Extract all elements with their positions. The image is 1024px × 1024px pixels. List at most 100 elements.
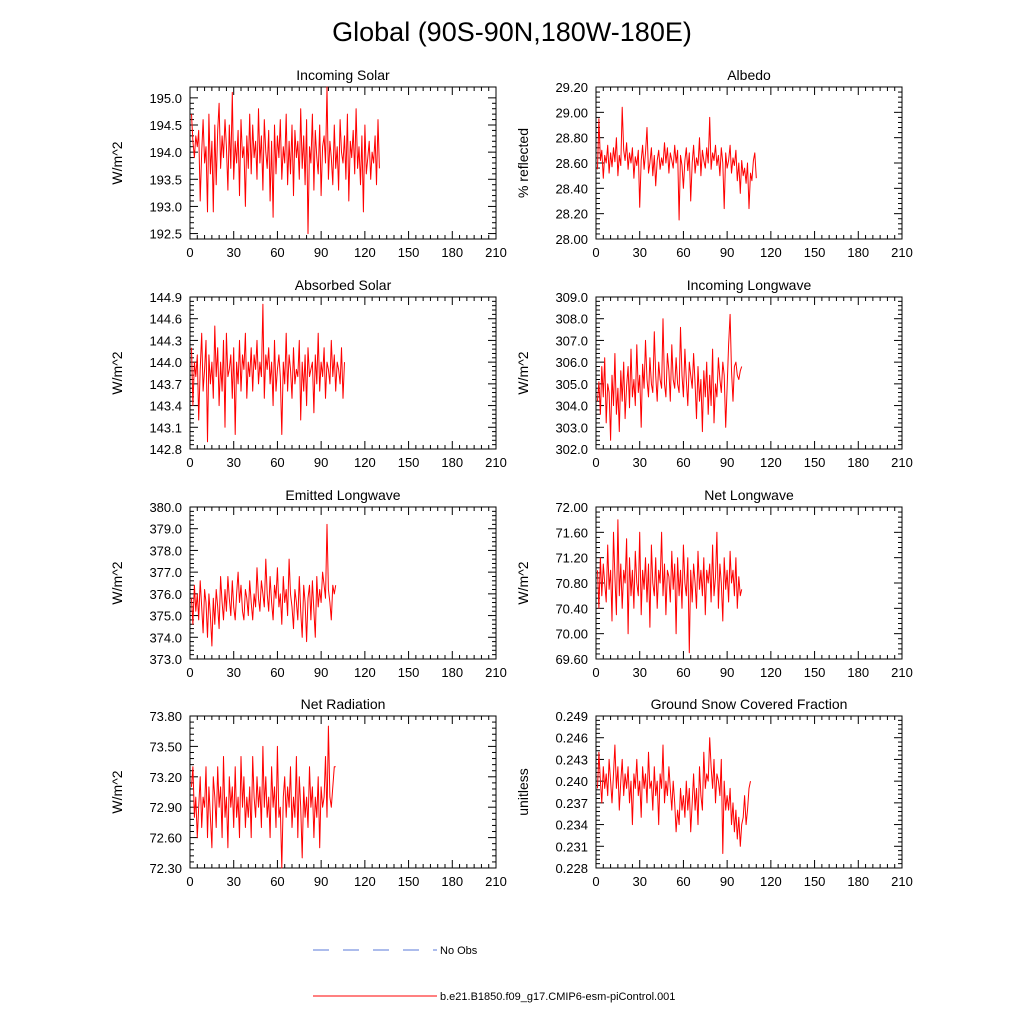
x-tick-label: 120: [354, 455, 376, 470]
x-tick-label: 0: [592, 245, 599, 260]
y-tick-label: 0.240: [555, 774, 588, 789]
panel-albedo: 0 30 60 90 120 150 180 210 28.00 28.20 28.40 28.60 2…: [515, 67, 913, 260]
x-tick-label: 90: [314, 874, 328, 889]
x-tick-label: 180: [441, 245, 463, 260]
x-tick-label: 210: [891, 245, 913, 260]
y-tick-label: 72.60: [149, 831, 182, 846]
y-tick-label: 70.80: [555, 576, 588, 591]
legend-model-label: b.e21.B1850.f09_g17.CMIP6-esm-piControl.…: [440, 991, 675, 1003]
y-tick-label: 143.7: [149, 377, 182, 392]
y-tick-label: 380.0: [149, 500, 182, 515]
series-line: [597, 737, 751, 854]
y-tick-label: 195.0: [149, 91, 182, 106]
x-tick-label: 30: [632, 665, 646, 680]
x-tick-label: 60: [270, 455, 284, 470]
x-tick-label: 150: [804, 665, 826, 680]
y-tick-label: 309.0: [555, 290, 588, 305]
panel-absorbed-solar: 0 30 60 90 120 150 180 210 142.8 143.1 143.4 143.7 1…: [109, 277, 507, 470]
legend-obs-label: No Obs: [440, 945, 478, 957]
panel-title: Ground Snow Covered Fraction: [651, 696, 848, 712]
x-tick-label: 120: [760, 245, 782, 260]
x-tick-label: 210: [891, 665, 913, 680]
y-tick-label: 0.234: [555, 818, 588, 833]
x-tick-label: 120: [354, 665, 376, 680]
y-axis-label: W/m^2: [109, 351, 125, 394]
x-tick-label: 30: [226, 665, 240, 680]
y-tick-label: 375.0: [149, 609, 182, 624]
y-tick-label: 194.0: [149, 145, 182, 160]
panel-title: Net Longwave: [704, 487, 794, 503]
x-tick-label: 30: [632, 245, 646, 260]
x-tick-label: 120: [760, 874, 782, 889]
y-axis-label: W/m^2: [515, 351, 531, 394]
x-tick-label: 60: [676, 455, 690, 470]
y-axis-label: W/m^2: [109, 561, 125, 604]
y-tick-label: 306.0: [555, 355, 588, 370]
panel-title: Absorbed Solar: [295, 277, 392, 293]
series-line: [191, 523, 337, 647]
x-tick-label: 30: [632, 455, 646, 470]
x-tick-label: 150: [398, 665, 420, 680]
x-tick-label: 60: [676, 665, 690, 680]
panels: 0 30 60 90 120 150 180 210 192.5 193.0 193.5 194.0 1…: [109, 67, 913, 889]
y-tick-label: 29.00: [555, 105, 588, 120]
x-tick-label: 90: [720, 665, 734, 680]
panel-incoming-longwave: 0 30 60 90 120 150 180 210 302.0 303.0 304.0 305.0 3…: [515, 277, 913, 470]
y-tick-label: 72.90: [149, 800, 182, 815]
y-tick-label: 193.0: [149, 199, 182, 214]
series-line: [191, 86, 380, 235]
y-tick-label: 0.231: [555, 839, 588, 854]
x-tick-label: 150: [398, 874, 420, 889]
x-tick-label: 0: [592, 455, 599, 470]
y-tick-label: 193.5: [149, 172, 182, 187]
x-tick-label: 180: [847, 665, 869, 680]
panel-emitted-longwave: 0 30 60 90 120 150 180 210 373.0 374.0 375.0 376.0 3…: [109, 487, 507, 680]
x-tick-label: 60: [270, 665, 284, 680]
y-tick-label: 28.20: [555, 207, 588, 222]
y-tick-label: 308.0: [555, 312, 588, 327]
y-tick-label: 73.20: [149, 770, 182, 785]
x-tick-label: 30: [632, 874, 646, 889]
y-tick-label: 72.30: [149, 861, 182, 876]
x-tick-label: 90: [314, 455, 328, 470]
x-tick-label: 150: [398, 245, 420, 260]
y-tick-label: 144.9: [149, 290, 182, 305]
y-axis-label: W/m^2: [109, 770, 125, 813]
panel-incoming-solar: 0 30 60 90 120 150 180 210 192.5 193.0 193.5 194.0 1…: [109, 67, 507, 260]
x-tick-label: 150: [804, 874, 826, 889]
series-line: [191, 725, 336, 869]
y-tick-label: 304.0: [555, 399, 588, 414]
plot-frame: [595, 296, 903, 450]
legend: No Obs b.e21.B1850.f09_g17.CMIP6-esm-piC…: [313, 945, 675, 1003]
y-tick-label: 302.0: [555, 442, 588, 457]
x-tick-label: 90: [314, 245, 328, 260]
x-tick-label: 120: [354, 874, 376, 889]
x-tick-label: 60: [676, 245, 690, 260]
y-tick-label: 376.0: [149, 587, 182, 602]
panel-title: Net Radiation: [301, 696, 386, 712]
series-line: [191, 303, 345, 443]
series-line: [597, 519, 743, 654]
y-tick-label: 69.60: [555, 652, 588, 667]
x-tick-label: 0: [186, 455, 193, 470]
y-tick-label: 377.0: [149, 565, 182, 580]
x-tick-label: 150: [804, 245, 826, 260]
y-tick-label: 29.20: [555, 80, 588, 95]
y-tick-label: 144.6: [149, 312, 182, 327]
x-tick-label: 120: [760, 455, 782, 470]
y-tick-label: 0.228: [555, 861, 588, 876]
y-tick-label: 0.246: [555, 731, 588, 746]
y-tick-label: 307.0: [555, 333, 588, 348]
panel-title: Incoming Longwave: [687, 277, 812, 293]
y-tick-label: 143.1: [149, 420, 182, 435]
y-tick-label: 374.0: [149, 630, 182, 645]
x-tick-label: 210: [485, 455, 507, 470]
x-tick-label: 210: [891, 874, 913, 889]
y-tick-label: 305.0: [555, 377, 588, 392]
y-tick-label: 70.40: [555, 601, 588, 616]
x-tick-label: 180: [847, 455, 869, 470]
plot-frame: [189, 506, 497, 660]
x-tick-label: 30: [226, 245, 240, 260]
y-tick-label: 373.0: [149, 652, 182, 667]
